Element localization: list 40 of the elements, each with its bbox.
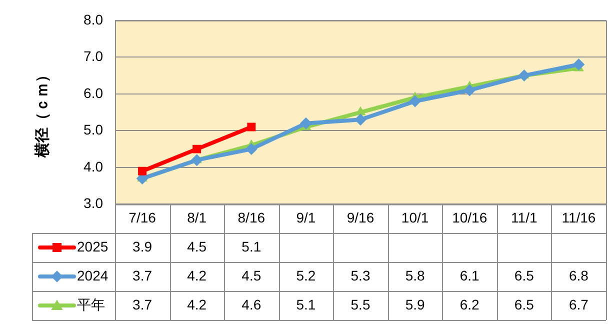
data-label: 3.7 (132, 296, 152, 312)
data-label: 4.2 (187, 296, 207, 312)
y-axis-title: 横径（ｃｍ） (34, 67, 52, 158)
data-label: 5.3 (350, 267, 370, 284)
data-label: 5.1 (296, 296, 316, 312)
data-label: 5.1 (242, 238, 262, 254)
data-label: 6.2 (460, 296, 480, 312)
y-tick-label: 6.0 (84, 84, 104, 101)
y-tick-label: 3.0 (84, 195, 104, 212)
data-label: 6.7 (568, 296, 589, 312)
legend-label: 2024 (77, 267, 108, 284)
data-label: 4.5 (187, 238, 207, 254)
y-tick-label: 7.0 (84, 48, 104, 64)
data-label: 5.9 (405, 296, 425, 312)
x-tick-label: 9/16 (346, 209, 374, 226)
x-tick-label: 7/16 (128, 209, 156, 226)
data-label: 6.5 (514, 267, 534, 284)
data-label: 3.7 (132, 267, 152, 284)
x-tick-label: 10/16 (452, 209, 488, 226)
x-tick-label: 9/1 (296, 209, 316, 226)
y-tick-label: 8.0 (84, 11, 104, 28)
x-tick-label: 8/1 (187, 209, 207, 226)
data-label: 4.2 (187, 267, 207, 284)
data-label: 5.2 (296, 267, 316, 284)
data-label: 4.5 (242, 267, 262, 284)
data-label: 4.6 (242, 296, 262, 312)
x-tick-label: 11/1 (511, 209, 538, 226)
legend-label: 2025 (77, 238, 108, 254)
y-tick-label: 4.0 (84, 158, 104, 174)
data-label: 6.8 (568, 267, 589, 284)
data-label: 5.8 (405, 267, 425, 284)
data-label: 3.9 (132, 238, 152, 254)
data-label: 5.5 (350, 296, 370, 312)
data-label: 6.5 (514, 296, 534, 312)
x-tick-label: 10/1 (401, 209, 429, 226)
x-tick-label: 11/16 (562, 209, 596, 226)
x-tick-label: 8/16 (238, 209, 266, 226)
data-label: 6.1 (460, 267, 480, 284)
y-tick-label: 5.0 (84, 122, 104, 138)
legend-label: 平年 (77, 296, 105, 312)
